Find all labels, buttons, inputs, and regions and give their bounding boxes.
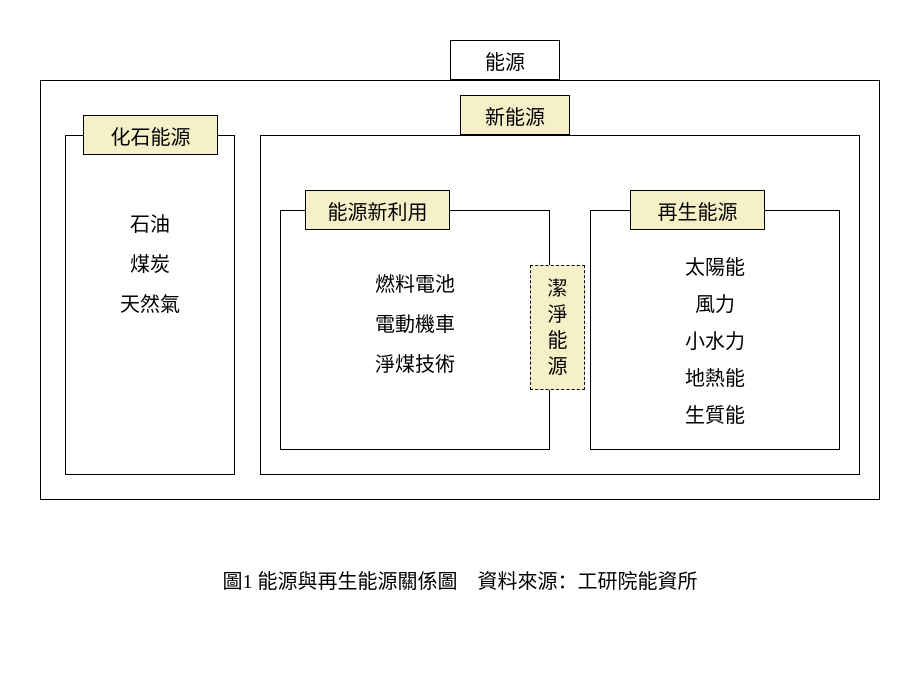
fossil-label-text: 化石能源 bbox=[111, 121, 191, 150]
fossil-label: 化石能源 bbox=[83, 115, 218, 155]
fossil-item: 煤炭 bbox=[65, 245, 235, 285]
clean-energy-char: 潔 bbox=[548, 276, 568, 302]
clean-energy-char: 淨 bbox=[548, 302, 568, 328]
renewable-item: 太陽能 bbox=[590, 250, 840, 287]
new-energy-label-text: 新能源 bbox=[485, 101, 545, 130]
root-label: 能源 bbox=[450, 40, 560, 80]
renewable-label: 再生能源 bbox=[630, 190, 765, 230]
root-label-text: 能源 bbox=[485, 46, 525, 75]
renewable-item: 風力 bbox=[590, 287, 840, 324]
clean-energy-char: 能 bbox=[548, 328, 568, 354]
renewable-label-text: 再生能源 bbox=[658, 196, 738, 225]
clean-energy-char: 源 bbox=[548, 354, 568, 380]
fossil-item: 天然氣 bbox=[65, 285, 235, 325]
renewable-item: 生質能 bbox=[590, 398, 840, 435]
fossil-item: 石油 bbox=[65, 205, 235, 245]
energy-diagram: 能源 化石能源 石油 煤炭 天然氣 新能源 能源新利用 燃料電池 電動機車 淨煤… bbox=[40, 40, 880, 500]
clean-energy-box: 潔 淨 能 源 bbox=[530, 265, 585, 390]
renewable-items: 太陽能 風力 小水力 地熱能 生質能 bbox=[590, 250, 840, 435]
renewable-item: 小水力 bbox=[590, 324, 840, 361]
new-use-item: 燃料電池 bbox=[280, 265, 550, 305]
fossil-items: 石油 煤炭 天然氣 bbox=[65, 205, 235, 325]
new-use-label: 能源新利用 bbox=[305, 190, 450, 230]
new-use-label-text: 能源新利用 bbox=[328, 196, 428, 225]
caption-text: 圖1 能源與再生能源關係圖 資料來源：工研院能資所 bbox=[223, 571, 698, 593]
new-use-item: 淨煤技術 bbox=[280, 345, 550, 385]
new-use-items: 燃料電池 電動機車 淨煤技術 bbox=[280, 265, 550, 385]
new-use-item: 電動機車 bbox=[280, 305, 550, 345]
new-energy-label: 新能源 bbox=[460, 95, 570, 135]
figure-caption: 圖1 能源與再生能源關係圖 資料來源：工研院能資所 bbox=[0, 565, 920, 594]
renewable-item: 地熱能 bbox=[590, 361, 840, 398]
